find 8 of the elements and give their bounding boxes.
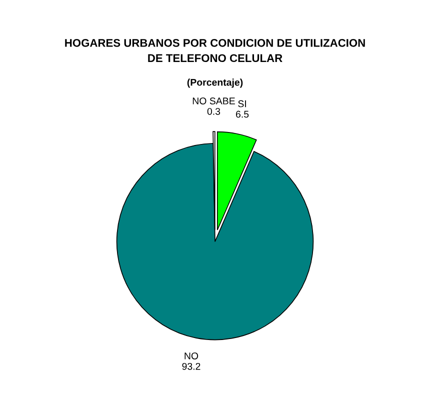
chart-subtitle: (Porcentaje) [187, 78, 243, 88]
chart-title: HOGARES URBANOS POR CONDICION DE UTILIZACION DE TELEFONO CELULAR [65, 39, 365, 62]
slice-label: SI [238, 100, 246, 108]
data-label: 0.3 [207, 108, 220, 115]
slice-label: NO [184, 352, 198, 360]
slice-label: NO SABE [192, 98, 235, 104]
data-label: 6.5 [236, 110, 249, 118]
data-label: 93.2 [182, 362, 200, 370]
